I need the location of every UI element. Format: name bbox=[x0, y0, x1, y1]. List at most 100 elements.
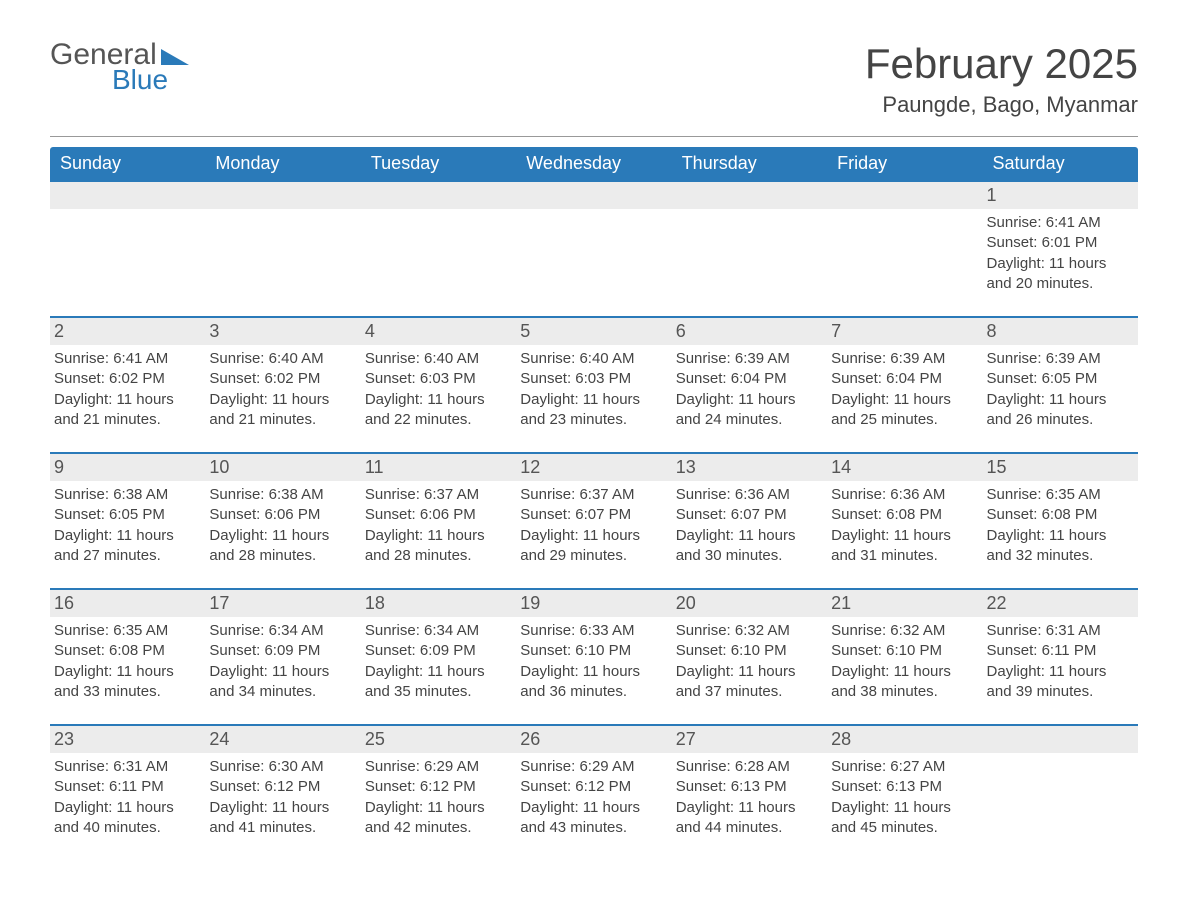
day-number: 23 bbox=[50, 726, 205, 753]
dow-cell: Tuesday bbox=[361, 147, 516, 180]
day-detail: Sunrise: 6:35 AMSunset: 6:08 PMDaylight:… bbox=[983, 481, 1138, 566]
divider bbox=[50, 136, 1138, 137]
day-number bbox=[50, 182, 205, 209]
sunrise-line: Sunrise: 6:40 AM bbox=[209, 349, 356, 369]
sunset-line: Sunset: 6:04 PM bbox=[676, 369, 823, 389]
dow-cell: Wednesday bbox=[516, 147, 671, 180]
sunset-line: Sunset: 6:03 PM bbox=[365, 369, 512, 389]
day-number: 5 bbox=[516, 318, 671, 345]
day-number: 20 bbox=[672, 590, 827, 617]
calendar: SundayMondayTuesdayWednesdayThursdayFrid… bbox=[50, 147, 1138, 860]
sunrise-line: Sunrise: 6:29 AM bbox=[365, 757, 512, 777]
sunset-line: Sunset: 6:07 PM bbox=[676, 505, 823, 525]
day-number: 16 bbox=[50, 590, 205, 617]
day-number: 26 bbox=[516, 726, 671, 753]
sunrise-line: Sunrise: 6:39 AM bbox=[831, 349, 978, 369]
day-number bbox=[827, 182, 982, 209]
dow-cell: Thursday bbox=[672, 147, 827, 180]
sunset-line: Sunset: 6:05 PM bbox=[987, 369, 1134, 389]
day-number-row: 16171819202122 bbox=[50, 588, 1138, 617]
daylight-line: Daylight: 11 hours and 42 minutes. bbox=[365, 798, 512, 839]
day-detail: Sunrise: 6:39 AMSunset: 6:05 PMDaylight:… bbox=[983, 345, 1138, 430]
sunrise-line: Sunrise: 6:40 AM bbox=[520, 349, 667, 369]
day-number: 2 bbox=[50, 318, 205, 345]
sunrise-line: Sunrise: 6:32 AM bbox=[831, 621, 978, 641]
sunset-line: Sunset: 6:12 PM bbox=[520, 777, 667, 797]
day-detail-row: Sunrise: 6:41 AMSunset: 6:01 PMDaylight:… bbox=[50, 209, 1138, 316]
daylight-line: Daylight: 11 hours and 30 minutes. bbox=[676, 526, 823, 567]
day-detail: Sunrise: 6:31 AMSunset: 6:11 PMDaylight:… bbox=[983, 617, 1138, 702]
sunset-line: Sunset: 6:12 PM bbox=[365, 777, 512, 797]
daylight-line: Daylight: 11 hours and 21 minutes. bbox=[209, 390, 356, 431]
daylight-line: Daylight: 11 hours and 28 minutes. bbox=[365, 526, 512, 567]
month-title: February 2025 bbox=[865, 40, 1138, 88]
day-number: 28 bbox=[827, 726, 982, 753]
day-detail: Sunrise: 6:36 AMSunset: 6:07 PMDaylight:… bbox=[672, 481, 827, 566]
sunset-line: Sunset: 6:02 PM bbox=[54, 369, 201, 389]
day-detail-row: Sunrise: 6:31 AMSunset: 6:11 PMDaylight:… bbox=[50, 753, 1138, 860]
daylight-line: Daylight: 11 hours and 35 minutes. bbox=[365, 662, 512, 703]
day-detail: Sunrise: 6:37 AMSunset: 6:07 PMDaylight:… bbox=[516, 481, 671, 566]
day-detail bbox=[827, 209, 982, 294]
sunset-line: Sunset: 6:06 PM bbox=[365, 505, 512, 525]
daylight-line: Daylight: 11 hours and 40 minutes. bbox=[54, 798, 201, 839]
day-detail: Sunrise: 6:40 AMSunset: 6:03 PMDaylight:… bbox=[516, 345, 671, 430]
daylight-line: Daylight: 11 hours and 21 minutes. bbox=[54, 390, 201, 431]
day-detail: Sunrise: 6:30 AMSunset: 6:12 PMDaylight:… bbox=[205, 753, 360, 838]
day-detail: Sunrise: 6:32 AMSunset: 6:10 PMDaylight:… bbox=[672, 617, 827, 702]
days-of-week-header: SundayMondayTuesdayWednesdayThursdayFrid… bbox=[50, 147, 1138, 180]
day-detail: Sunrise: 6:41 AMSunset: 6:01 PMDaylight:… bbox=[983, 209, 1138, 294]
sunrise-line: Sunrise: 6:35 AM bbox=[54, 621, 201, 641]
daylight-line: Daylight: 11 hours and 27 minutes. bbox=[54, 526, 201, 567]
sunrise-line: Sunrise: 6:28 AM bbox=[676, 757, 823, 777]
sunrise-line: Sunrise: 6:33 AM bbox=[520, 621, 667, 641]
daylight-line: Daylight: 11 hours and 39 minutes. bbox=[987, 662, 1134, 703]
daylight-line: Daylight: 11 hours and 26 minutes. bbox=[987, 390, 1134, 431]
daylight-line: Daylight: 11 hours and 23 minutes. bbox=[520, 390, 667, 431]
sunrise-line: Sunrise: 6:38 AM bbox=[209, 485, 356, 505]
sunrise-line: Sunrise: 6:29 AM bbox=[520, 757, 667, 777]
daylight-line: Daylight: 11 hours and 20 minutes. bbox=[987, 254, 1134, 295]
day-number-row: 2345678 bbox=[50, 316, 1138, 345]
day-detail: Sunrise: 6:38 AMSunset: 6:05 PMDaylight:… bbox=[50, 481, 205, 566]
logo-text-blue: Blue bbox=[50, 66, 189, 94]
day-number: 25 bbox=[361, 726, 516, 753]
daylight-line: Daylight: 11 hours and 34 minutes. bbox=[209, 662, 356, 703]
day-number bbox=[361, 182, 516, 209]
daylight-line: Daylight: 11 hours and 28 minutes. bbox=[209, 526, 356, 567]
header: General Blue February 2025 Paungde, Bago… bbox=[50, 40, 1138, 118]
dow-cell: Sunday bbox=[50, 147, 205, 180]
day-number: 15 bbox=[983, 454, 1138, 481]
day-number: 1 bbox=[983, 182, 1138, 209]
day-number: 19 bbox=[516, 590, 671, 617]
day-detail-row: Sunrise: 6:38 AMSunset: 6:05 PMDaylight:… bbox=[50, 481, 1138, 588]
daylight-line: Daylight: 11 hours and 33 minutes. bbox=[54, 662, 201, 703]
sunset-line: Sunset: 6:07 PM bbox=[520, 505, 667, 525]
sunset-line: Sunset: 6:12 PM bbox=[209, 777, 356, 797]
day-number-row: 1 bbox=[50, 180, 1138, 209]
daylight-line: Daylight: 11 hours and 36 minutes. bbox=[520, 662, 667, 703]
day-number: 10 bbox=[205, 454, 360, 481]
day-number: 24 bbox=[205, 726, 360, 753]
sunrise-line: Sunrise: 6:40 AM bbox=[365, 349, 512, 369]
day-number: 7 bbox=[827, 318, 982, 345]
day-number: 11 bbox=[361, 454, 516, 481]
sunset-line: Sunset: 6:08 PM bbox=[54, 641, 201, 661]
sunset-line: Sunset: 6:09 PM bbox=[209, 641, 356, 661]
day-detail: Sunrise: 6:40 AMSunset: 6:02 PMDaylight:… bbox=[205, 345, 360, 430]
sunrise-line: Sunrise: 6:41 AM bbox=[54, 349, 201, 369]
day-number: 13 bbox=[672, 454, 827, 481]
day-number-row: 9101112131415 bbox=[50, 452, 1138, 481]
daylight-line: Daylight: 11 hours and 29 minutes. bbox=[520, 526, 667, 567]
logo: General Blue bbox=[50, 40, 189, 94]
daylight-line: Daylight: 11 hours and 41 minutes. bbox=[209, 798, 356, 839]
sunset-line: Sunset: 6:05 PM bbox=[54, 505, 201, 525]
day-number: 4 bbox=[361, 318, 516, 345]
sunrise-line: Sunrise: 6:34 AM bbox=[209, 621, 356, 641]
calendar-weeks: 1Sunrise: 6:41 AMSunset: 6:01 PMDaylight… bbox=[50, 180, 1138, 860]
sunrise-line: Sunrise: 6:38 AM bbox=[54, 485, 201, 505]
daylight-line: Daylight: 11 hours and 24 minutes. bbox=[676, 390, 823, 431]
sunrise-line: Sunrise: 6:37 AM bbox=[520, 485, 667, 505]
sunrise-line: Sunrise: 6:37 AM bbox=[365, 485, 512, 505]
sunrise-line: Sunrise: 6:30 AM bbox=[209, 757, 356, 777]
